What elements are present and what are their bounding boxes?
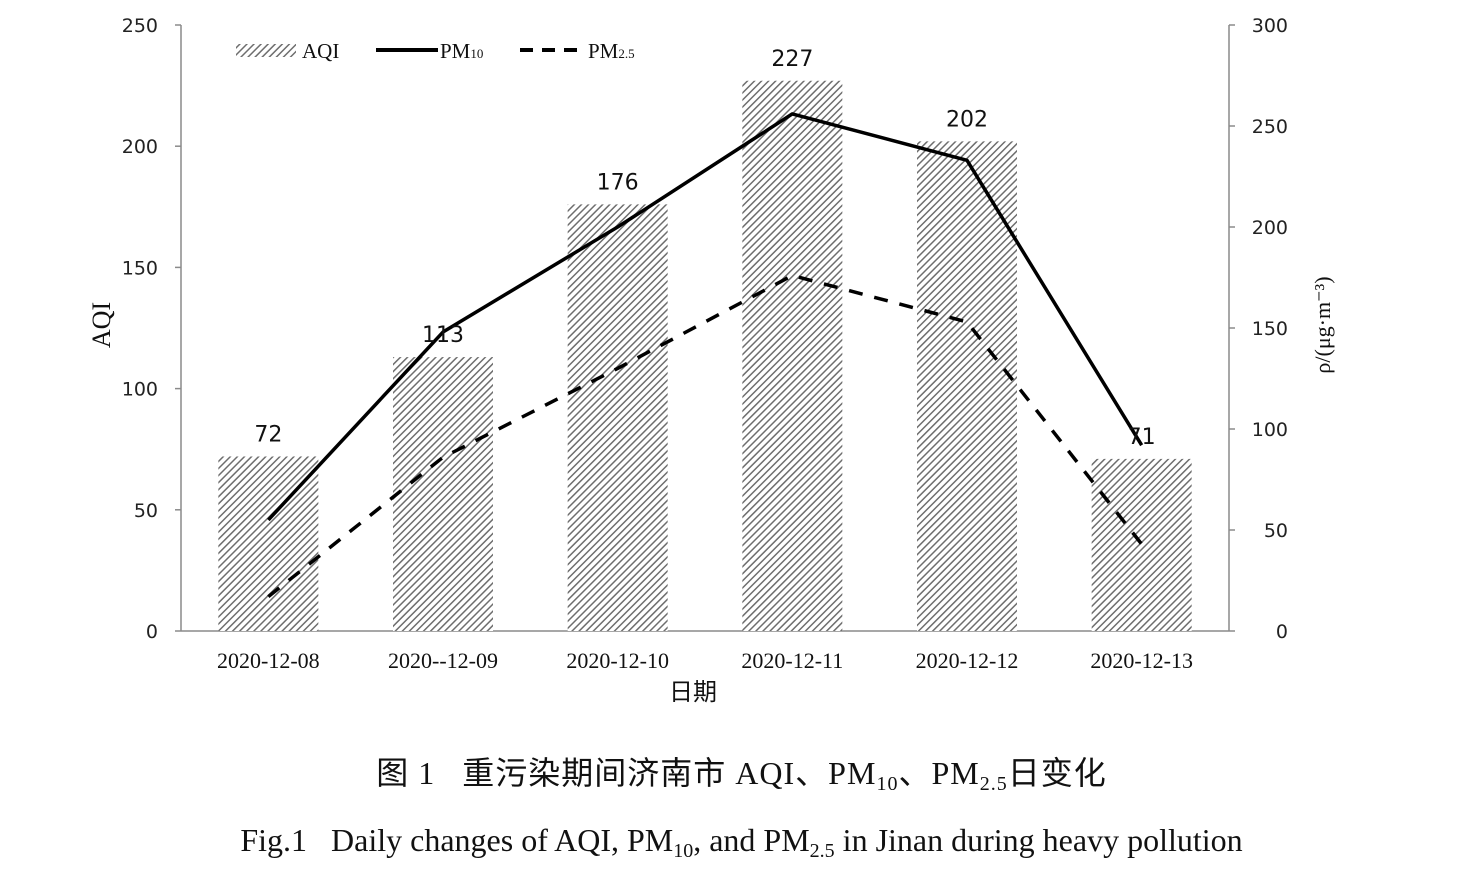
aqi-bar (917, 141, 1017, 632)
caption-en-sub2: 2.5 (809, 840, 835, 862)
pollutant-lines (267, 112, 1144, 599)
legend-label-pm10: PM10 (440, 39, 483, 63)
caption-cn-sub2: 2.5 (979, 773, 1008, 795)
aqi-bars (218, 80, 1192, 632)
combo-chart: 0 50 100 150 200 250 0 50 100 150 200 250 300 2020-12… (87, 15, 1335, 706)
aqi-data-label: 202 (946, 107, 988, 132)
aqi-data-label: 72 (254, 422, 282, 447)
aqi-bar (742, 80, 843, 631)
caption-cn-prefix: 图 1 (376, 755, 436, 791)
x-tick-label: 2020-12-08 (217, 648, 320, 673)
y2-tick-label: 300 (1252, 15, 1288, 37)
data-labels: 72 113 176 227 202 71 (254, 47, 1155, 450)
x-tick-label: 2020-12-10 (566, 648, 669, 673)
y2-tick-label: 250 (1252, 116, 1288, 138)
y-axis-title: AQI (87, 302, 116, 348)
caption-cn-mid: 、PM (898, 755, 980, 791)
y-tick-label: 100 (122, 379, 158, 401)
y2-tick-label: 150 (1252, 318, 1288, 340)
pm10-line (267, 112, 1144, 522)
y2-tick-label: 100 (1252, 419, 1288, 441)
caption-en-sub1: 10 (673, 840, 694, 862)
aqi-bar (567, 204, 668, 631)
caption-en-mid: , and PM (693, 822, 810, 858)
legend-label-aqi: AQI (302, 39, 339, 63)
y2-tick-label: 200 (1252, 217, 1288, 239)
y2-axis-title: ρ/(μg·m⁻³) (1310, 276, 1335, 373)
caption-en-suffix: in Jinan during heavy pollution (834, 822, 1243, 858)
aqi-data-label: 176 (597, 170, 639, 195)
aqi-bar (393, 357, 493, 631)
caption-cn-text: 重污染期间济南市 AQI、PM (462, 755, 877, 791)
aqi-data-label: 71 (1128, 425, 1156, 450)
x-axis-title: 日期 (669, 680, 717, 706)
axes: 0 50 100 150 200 250 0 50 100 150 200 250 300 2020-12… (122, 15, 1288, 673)
y-tick-label: 50 (134, 500, 158, 522)
aqi-bar (1091, 458, 1192, 631)
aqi-data-label: 113 (422, 323, 464, 348)
y-tick-label: 0 (146, 621, 158, 643)
x-tick-label: 2020-12-12 (916, 648, 1019, 673)
x-tick-label: 2020-12-13 (1090, 648, 1193, 673)
legend-swatch-aqi (236, 44, 296, 57)
y-tick-label: 250 (122, 15, 158, 37)
legend-label-pm25: PM2.5 (588, 39, 635, 63)
x-tick-label: 2020-12-11 (741, 648, 843, 673)
x-tick-label: 2020--12-09 (388, 648, 498, 673)
caption-cn-suffix: 日变化 (1007, 755, 1107, 791)
y-tick-label: 200 (122, 136, 158, 158)
y-tick-label: 150 (122, 257, 158, 279)
y2-tick-label: 50 (1264, 520, 1288, 542)
caption-en-text: Daily changes of AQI, PM (331, 822, 674, 858)
caption-cn-sub1: 10 (876, 773, 899, 795)
aqi-data-label: 227 (771, 47, 813, 72)
figure-caption-english: Fig.1 Daily changes of AQI, PM10, and PM… (0, 822, 1483, 863)
legend: AQI PM10 PM2.5 (236, 39, 635, 63)
caption-en-prefix: Fig.1 (240, 822, 308, 858)
y2-tick-label: 0 (1276, 621, 1288, 643)
pm25-line (267, 273, 1144, 599)
figure-caption-chinese: 图 1 重污染期间济南市 AQI、PM10、PM2.5日变化 (0, 748, 1483, 796)
